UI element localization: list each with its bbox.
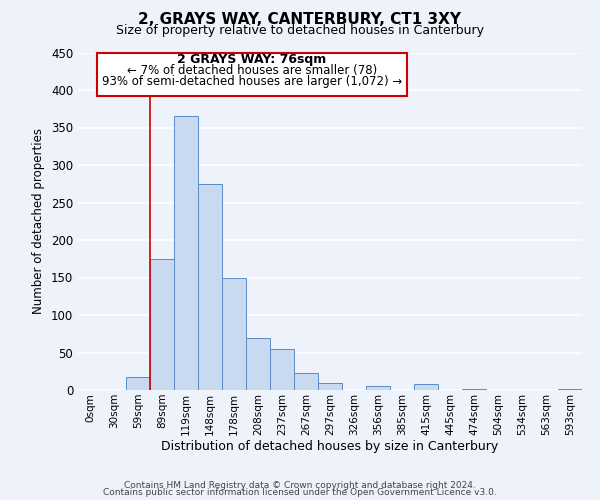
Text: 2, GRAYS WAY, CANTERBURY, CT1 3XY: 2, GRAYS WAY, CANTERBURY, CT1 3XY [139,12,461,28]
Bar [222,278,246,390]
Bar [558,389,582,390]
Text: ← 7% of detached houses are smaller (78): ← 7% of detached houses are smaller (78) [127,64,377,77]
FancyBboxPatch shape [97,52,407,96]
Bar [150,259,174,390]
Bar [294,373,318,390]
Bar [462,389,486,390]
Bar [174,116,198,390]
Bar [270,349,294,390]
Bar [318,382,342,390]
Bar [246,338,270,390]
Y-axis label: Number of detached properties: Number of detached properties [32,128,46,314]
X-axis label: Distribution of detached houses by size in Canterbury: Distribution of detached houses by size … [161,440,499,454]
Text: Contains HM Land Registry data © Crown copyright and database right 2024.: Contains HM Land Registry data © Crown c… [124,480,476,490]
Text: 93% of semi-detached houses are larger (1,072) →: 93% of semi-detached houses are larger (… [102,75,402,88]
Text: Contains public sector information licensed under the Open Government Licence v3: Contains public sector information licen… [103,488,497,497]
Bar [414,384,438,390]
Bar [366,386,390,390]
Text: Size of property relative to detached houses in Canterbury: Size of property relative to detached ho… [116,24,484,37]
Text: 2 GRAYS WAY: 76sqm: 2 GRAYS WAY: 76sqm [178,52,326,66]
Bar [126,376,150,390]
Bar [198,184,222,390]
